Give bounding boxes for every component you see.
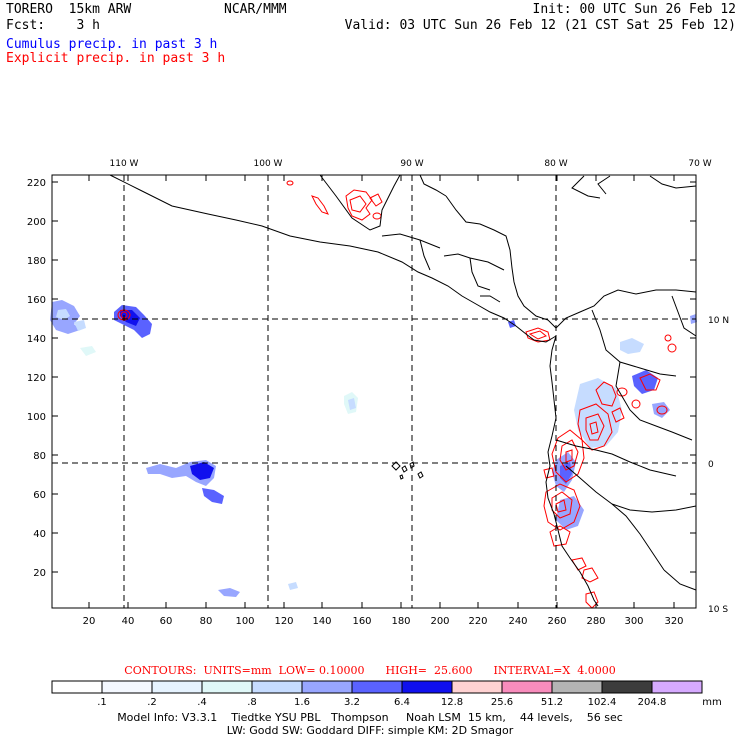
x-tick-label: 300 bbox=[624, 616, 643, 627]
x-tick-label: 60 bbox=[160, 616, 173, 627]
y-tick-label: 40 bbox=[33, 529, 46, 540]
colorbar-unit: mm bbox=[702, 697, 721, 708]
colorbar-label: 1.6 bbox=[294, 697, 310, 708]
valid-time: Valid: 03 UTC Sun 26 Feb 12 (21 CST Sat … bbox=[344, 18, 736, 33]
model-info-line2: LW: Godd SW: Goddard DIFF: simple KM: 2D… bbox=[226, 724, 514, 737]
lon-label: 100 W bbox=[254, 159, 283, 169]
lon-label: 90 W bbox=[400, 159, 423, 169]
colorbar-label: 51.2 bbox=[541, 697, 563, 708]
init-time: Init: 00 UTC Sun 26 Feb 12 bbox=[532, 2, 737, 17]
y-tick-label: 220 bbox=[27, 178, 46, 189]
x-tick-label: 80 bbox=[200, 616, 213, 627]
x-tick-label: 40 bbox=[122, 616, 135, 627]
lon-label: 70 W bbox=[688, 159, 711, 169]
contour-info: CONTOURS: UNITS=mm LOW= 0.10000 HIGH= 25… bbox=[124, 664, 616, 677]
x-tick-label: 20 bbox=[83, 616, 96, 627]
graticule bbox=[52, 175, 696, 608]
y-tick-label: 180 bbox=[27, 256, 46, 267]
explicit-legend: Explicit precip. in past 3 h bbox=[6, 51, 226, 66]
forecast-hour: Fcst: 3 h bbox=[6, 18, 100, 33]
longitude-labels: 110 W 100 W 90 W 80 W 70 W bbox=[110, 159, 712, 169]
y-axis-ticks bbox=[52, 181, 696, 573]
y-tick-label: 200 bbox=[27, 217, 46, 228]
plot-frame bbox=[51, 174, 697, 609]
colorbar-label: 102.4 bbox=[588, 697, 617, 708]
colorbar-label: .2 bbox=[147, 697, 157, 708]
lat-label: 10 S bbox=[708, 605, 728, 615]
colorbar-label: 25.6 bbox=[491, 697, 513, 708]
center-label: NCAR/MMM bbox=[224, 2, 287, 17]
colorbar: .1 .2 .4 .8 1.6 3.2 6.4 12.8 25.6 51.2 1… bbox=[51, 680, 722, 708]
x-tick-label: 100 bbox=[235, 616, 254, 627]
colorbar-label: .1 bbox=[97, 697, 107, 708]
model-info-line1: Model Info: V3.3.1 Tiedtke YSU PBL Thomp… bbox=[117, 711, 623, 724]
lon-label: 110 W bbox=[110, 159, 139, 169]
y-axis-labels: 220 200 180 160 140 120 100 80 60 40 20 bbox=[27, 178, 46, 579]
cumulus-legend: Cumulus precip. in past 3 h bbox=[6, 37, 218, 52]
x-tick-label: 220 bbox=[468, 616, 487, 627]
x-tick-label: 180 bbox=[391, 616, 410, 627]
colorbar-label: 3.2 bbox=[344, 697, 360, 708]
x-tick-label: 260 bbox=[547, 616, 566, 627]
colorbar-label: .8 bbox=[247, 697, 257, 708]
colorbar-label: 6.4 bbox=[394, 697, 410, 708]
x-tick-label: 120 bbox=[274, 616, 293, 627]
x-tick-label: 140 bbox=[312, 616, 331, 627]
y-tick-label: 140 bbox=[27, 334, 46, 345]
y-tick-label: 120 bbox=[27, 373, 46, 384]
colorbar-label: .4 bbox=[197, 697, 207, 708]
x-tick-label: 200 bbox=[430, 616, 449, 627]
coastlines bbox=[109, 174, 697, 607]
y-tick-label: 20 bbox=[33, 568, 46, 579]
colorbar-label: 12.8 bbox=[441, 697, 463, 708]
model-title: TORERO 15km ARW bbox=[6, 2, 132, 17]
y-tick-label: 160 bbox=[27, 295, 46, 306]
cumulus-precip-areas bbox=[50, 300, 697, 597]
y-tick-label: 60 bbox=[33, 490, 46, 501]
lat-label: 0 bbox=[708, 460, 714, 470]
x-tick-label: 240 bbox=[508, 616, 527, 627]
x-tick-label: 320 bbox=[664, 616, 683, 627]
x-tick-label: 280 bbox=[586, 616, 605, 627]
lat-label: 10 N bbox=[708, 316, 729, 326]
x-axis-labels: 20 40 60 80 100 120 140 160 180 200 220 … bbox=[83, 616, 684, 627]
x-axis-ticks bbox=[88, 175, 675, 608]
lon-label: 80 W bbox=[544, 159, 567, 169]
latitude-labels: 10 N 0 10 S bbox=[708, 316, 729, 615]
x-tick-label: 160 bbox=[352, 616, 371, 627]
y-tick-label: 100 bbox=[27, 412, 46, 423]
colorbar-label: 204.8 bbox=[638, 697, 667, 708]
y-tick-label: 80 bbox=[33, 451, 46, 462]
